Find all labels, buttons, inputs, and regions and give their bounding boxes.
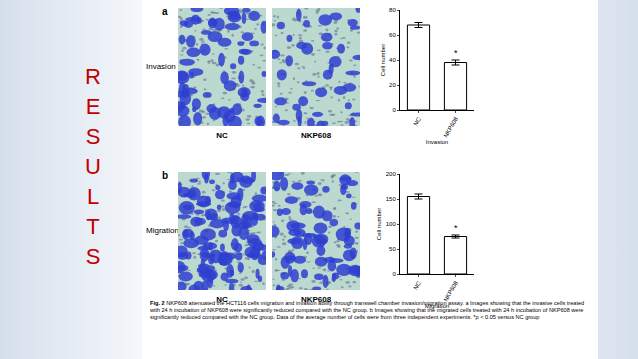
html-text:T: T [86, 214, 100, 239]
html-text:NKP608: NKP608 [300, 131, 332, 140]
svg-text:100: 100 [386, 221, 397, 227]
svg-text:50: 50 [389, 246, 396, 252]
html-text:R: R [85, 64, 101, 89]
html-text:NC: NC [216, 131, 228, 140]
html-text:L: L [86, 184, 100, 209]
svg-text:80: 80 [389, 7, 396, 13]
svg-text:*: * [454, 223, 458, 233]
svg-text:20: 20 [389, 82, 396, 88]
svg-text:200: 200 [386, 171, 397, 177]
svg-text:NC: NC [412, 116, 422, 127]
svg-text:60: 60 [389, 32, 396, 38]
svg-text:0: 0 [392, 107, 396, 113]
svg-text:Cell number: Cell number [376, 208, 382, 240]
svg-text:150: 150 [386, 196, 397, 202]
html-text:Migration: Migration [146, 226, 179, 235]
html-text:S: S [85, 244, 101, 269]
svg-text:Invasion: Invasion [426, 139, 448, 145]
svg-text:*: * [454, 48, 458, 58]
svg-text:NKP608: NKP608 [443, 116, 460, 139]
svg-text:NC: NC [412, 280, 422, 291]
html-text:S: S [85, 124, 101, 149]
html-text:U: U [85, 154, 101, 179]
html-text:Invasion: Invasion [146, 62, 176, 71]
svg-text:Cell number: Cell number [380, 44, 386, 76]
html-text:E: E [85, 94, 101, 119]
html-text:a: a [162, 6, 168, 17]
svg-text:40: 40 [389, 57, 396, 63]
html-text:NC: NC [216, 295, 228, 304]
html-text:Fig. 2 NKP608 attenuated the H: Fig. 2 NKP608 attenuated the HCT116 cell… [150, 300, 585, 320]
svg-text:0: 0 [392, 271, 396, 277]
html-text:b: b [162, 170, 169, 181]
svg-text:NKP608: NKP608 [443, 280, 460, 303]
html-text:NKP608: NKP608 [300, 295, 332, 304]
